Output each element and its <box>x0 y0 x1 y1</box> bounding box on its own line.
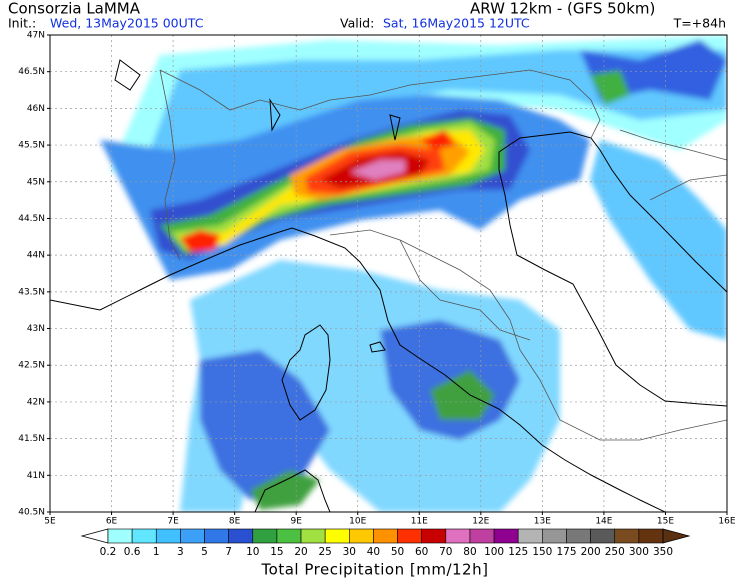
lon-label: 7E <box>167 517 179 527</box>
colorbar-swatch <box>107 528 133 544</box>
lon-label: 14E <box>595 517 612 527</box>
lat-label: 43.5N <box>18 287 45 297</box>
colorbar-label: 20 <box>294 546 307 558</box>
colorbar-label: 25 <box>318 546 331 558</box>
lon-label: 5E <box>44 517 56 527</box>
colorbar-label: 100 <box>484 546 504 558</box>
colorbar-swatch <box>155 528 181 544</box>
colorbar-label: 1 <box>153 546 160 558</box>
colorbar-label: 7 <box>225 546 232 558</box>
valid-value: Sat, 16May2015 12UTC <box>383 16 530 31</box>
valid-label: Valid: <box>340 16 374 31</box>
colorbar-swatch <box>180 528 205 544</box>
init-value: Wed, 13May2015 00UTC <box>50 16 204 31</box>
colorbar-label: 250 <box>605 546 625 558</box>
colorbar-label: 0.2 <box>100 546 117 558</box>
colorbar-label: 80 <box>463 546 476 558</box>
colorbar-swatch <box>300 528 326 544</box>
colorbar-arrow-low <box>80 528 109 544</box>
colorbar-label: 50 <box>391 546 404 558</box>
colorbar-swatch <box>252 528 278 544</box>
colorbar-label: 3 <box>177 546 184 558</box>
map-frame <box>49 34 728 513</box>
lat-label: 43N <box>27 324 45 334</box>
colorbar-label: 30 <box>343 546 356 558</box>
colorbar-swatch <box>542 528 567 544</box>
lon-label: 16E <box>718 517 735 527</box>
lon-label: 10E <box>349 517 366 527</box>
lat-label: 42N <box>27 397 45 407</box>
precipitation-field <box>100 35 727 512</box>
lat-label: 41.5N <box>18 434 45 444</box>
lon-label: 12E <box>472 517 489 527</box>
colorbar-label: 0.6 <box>124 546 141 558</box>
colorbar-label: 125 <box>508 546 528 558</box>
colorbar-swatch <box>349 528 374 544</box>
colorbar-swatch <box>131 528 157 544</box>
colorbar-label: 60 <box>415 546 428 558</box>
colorbar: 0.2 0.6 1 3 5 7 10 15 20 25 30 40 50 60 70 80 100 125 150 1… <box>80 528 691 558</box>
title: Consorzia LaMMA <box>8 0 141 18</box>
colorbar-label: 150 <box>532 546 552 558</box>
lat-label: 45N <box>27 177 45 187</box>
lon-label: 11E <box>411 517 428 527</box>
lat-label: 45.5N <box>18 141 45 151</box>
colorbar-swatch <box>228 528 254 544</box>
init-label: Init.: <box>8 16 36 31</box>
colorbar-arrow-high <box>662 528 691 544</box>
lon-label: 9E <box>290 517 302 527</box>
colorbar-swatch <box>469 528 495 544</box>
colorbar-swatch <box>373 528 398 544</box>
axis-labels: 47N 46.5N 46N 45.5N 45N 44.5N 44N 43.5N 43N 42.5N… <box>18 31 736 527</box>
colorbar-label: 175 <box>556 546 576 558</box>
colorbar-label: 200 <box>581 546 601 558</box>
lon-label: 15E <box>657 517 674 527</box>
colorbar-label: 15 <box>270 546 283 558</box>
lat-label: 47N <box>27 31 45 41</box>
lon-label: 13E <box>534 517 551 527</box>
colorbar-swatch <box>204 528 229 544</box>
colorbar-swatch <box>276 528 302 544</box>
colorbar-swatch <box>324 528 350 544</box>
colorbar-swatch <box>493 528 519 544</box>
borders <box>159 69 727 441</box>
model: ARW 12km - (GFS 50km) <box>470 0 655 18</box>
colorbar-label: 10 <box>246 546 259 558</box>
colorbar-label: 40 <box>367 546 380 558</box>
lat-label: 46.5N <box>18 67 45 77</box>
colorbar-swatch <box>566 528 591 544</box>
coastlines <box>50 59 727 512</box>
colorbar-label: 70 <box>439 546 452 558</box>
lat-label: 42.5N <box>18 361 45 371</box>
colorbar-label: 5 <box>201 546 208 558</box>
colorbar-swatch <box>590 528 616 544</box>
map-area <box>50 35 727 512</box>
colorbar-label: 350 <box>653 546 673 558</box>
colorbar-swatch <box>421 528 447 544</box>
colorbar-title: Total Precipitation [mm/12h] <box>261 561 489 579</box>
lon-label: 8E <box>229 517 241 527</box>
colorbar-swatch <box>517 528 543 544</box>
lat-label: 40.5N <box>18 508 45 518</box>
lat-label: 46N <box>27 104 45 114</box>
lat-label: 44N <box>27 251 45 261</box>
colorbar-swatch <box>445 528 471 544</box>
lon-label: 6E <box>106 517 118 527</box>
lat-label: 41N <box>27 471 45 481</box>
lat-label: 44.5N <box>18 214 45 224</box>
colorbar-swatch <box>397 528 422 544</box>
colorbar-label: 300 <box>629 546 649 558</box>
colorbar-swatch <box>614 528 640 544</box>
lead-time: T=+84h <box>673 16 726 31</box>
colorbar-swatch <box>638 528 664 544</box>
